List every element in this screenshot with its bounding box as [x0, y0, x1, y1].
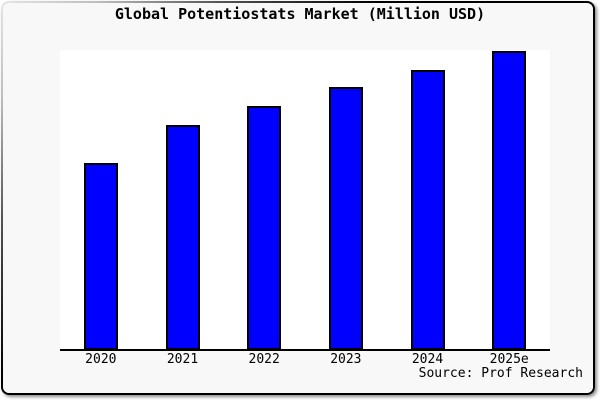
bar-slot-2025e	[468, 50, 550, 350]
bar-2023	[328, 87, 363, 350]
x-tick-label-2022: 2022	[248, 352, 280, 367]
bar-slot-2023	[305, 50, 387, 350]
plot-area	[60, 50, 550, 350]
x-tick-label-2024: 2024	[411, 352, 444, 367]
x-axis-labels: 2020 2021 2022 2023 2024 2025e	[60, 353, 550, 367]
chart-title: Global Potentiostats Market (Million USD…	[114, 5, 486, 23]
x-tick-label-2020: 2020	[85, 352, 117, 367]
x-tick-label-2021: 2021	[166, 352, 199, 367]
x-axis-line	[60, 349, 550, 351]
bar-2025e	[492, 51, 527, 350]
bar-slot-2022	[223, 50, 305, 350]
bar-2022	[247, 106, 282, 350]
bar-2020	[83, 163, 118, 350]
bar-2021	[165, 125, 200, 350]
bar-slot-2021	[142, 50, 224, 350]
x-tick-label-2025e: 2025e	[489, 352, 529, 367]
bar-slot-2024	[387, 50, 469, 350]
source-label: Source: Prof Research	[418, 366, 583, 381]
x-tick-label-2023: 2023	[330, 352, 362, 367]
bar-2024	[410, 70, 445, 350]
bar-slot-2020	[60, 50, 142, 350]
